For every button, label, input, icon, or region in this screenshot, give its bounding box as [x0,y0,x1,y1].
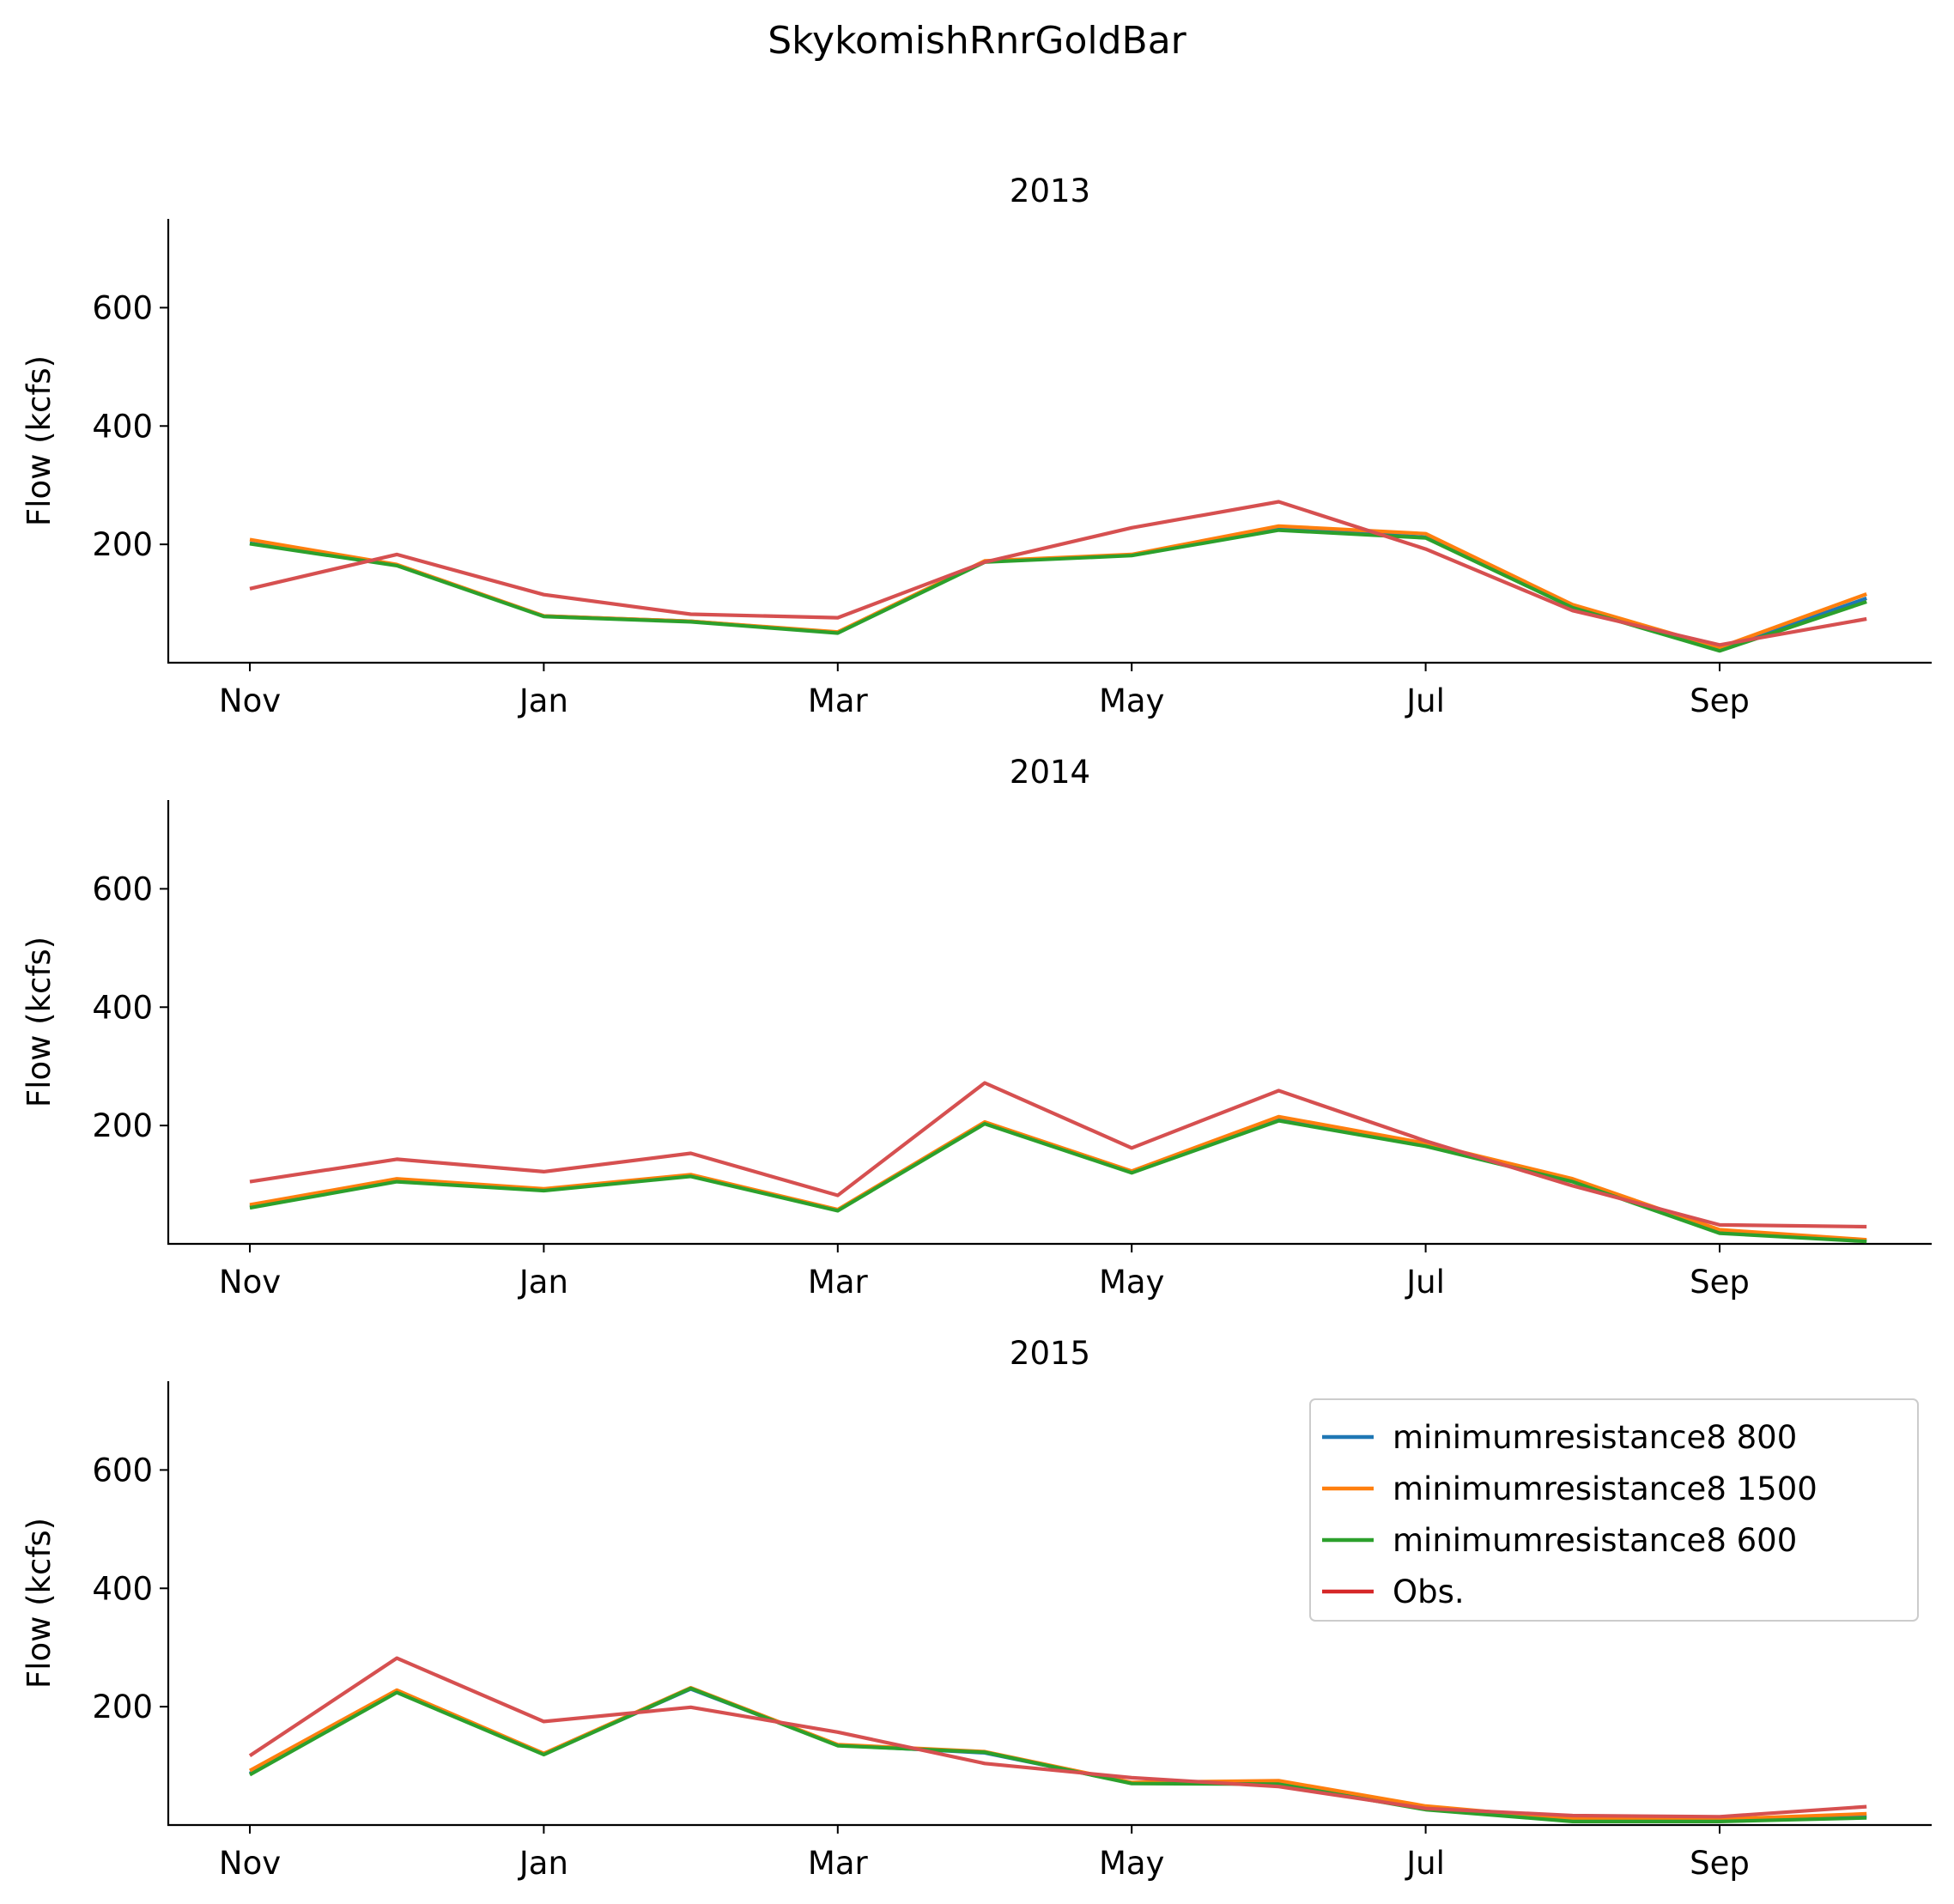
x-tick-label: Jul [1405,1845,1445,1882]
x-tick-label: Jan [518,682,568,719]
x-tick-label: Jul [1405,1264,1445,1301]
subplot-2013: 2013 Flow (kcfs) 200 400 600 Nov Jan Mar May Ju… [21,173,1932,719]
legend-label: Obs. [1393,1574,1465,1610]
subplot-title: 2014 [1010,754,1090,791]
series-line-1500 [249,1114,1867,1242]
x-tick-label: Mar [808,1845,869,1882]
legend-label: minimumresistance8 1500 [1393,1470,1817,1507]
y-axis-label: Flow (kcfs) [21,355,58,526]
y-tick-label: 400 [92,989,153,1026]
x-tick-label: Mar [808,682,869,719]
y-tick-label: 200 [92,1107,153,1144]
series-line-obs [249,500,1867,647]
y-tick-label: 600 [92,289,153,326]
x-tick-label: May [1099,1264,1165,1301]
legend: minimumresistance8 800 minimumresistance8… [1309,1398,1919,1622]
x-tick-label: Nov [219,1845,281,1882]
series-line-1500 [248,1685,1867,1822]
x-tick-label: Sep [1690,1264,1750,1301]
y-tick-label: 400 [92,1570,153,1607]
x-tick-label: Sep [1690,1845,1750,1882]
x-tick-label: Jan [518,1845,568,1882]
subplot-2015: 2015 Flow (kcfs) 200 400 600 Nov Jan Mar May Ju… [21,1335,1932,1882]
series-line-600 [249,1119,1867,1244]
x-tick-label: Jan [518,1264,568,1301]
x-tick-label: May [1099,682,1165,719]
x-tick-label: Jul [1405,682,1445,719]
series-line-800 [248,1687,1867,1823]
x-tick-label: Mar [808,1264,869,1301]
legend-frame [1309,1398,1919,1622]
y-tick-label: 200 [92,1689,153,1725]
subplot-2014: 2014 Flow (kcfs) 200 400 600 Nov Jan Mar May Ju… [21,754,1932,1301]
y-tick-label: 400 [92,408,153,445]
x-tick-label: May [1099,1845,1165,1882]
y-tick-label: 600 [92,1452,153,1489]
subplot-title: 2015 [1010,1335,1090,1372]
series-line-obs [248,1656,1867,1819]
subplot-title: 2013 [1010,173,1090,209]
x-tick-label: Sep [1690,682,1750,719]
series-line-600 [248,1686,1867,1823]
y-tick-label: 600 [92,870,153,907]
y-tick-label: 200 [92,526,153,563]
y-axis-label: Flow (kcfs) [21,1518,58,1689]
figure-title: SkykomishRnrGoldBar [768,19,1186,63]
x-tick-label: Nov [219,1264,281,1301]
y-axis-label: Flow (kcfs) [21,937,58,1107]
legend-label: minimumresistance8 600 [1393,1522,1797,1559]
series-line-600 [249,528,1867,653]
legend-label: minimumresistance8 800 [1393,1419,1797,1456]
series-line-800 [249,1118,1867,1243]
x-tick-label: Nov [219,682,281,719]
series-line-obs [249,1081,1867,1229]
